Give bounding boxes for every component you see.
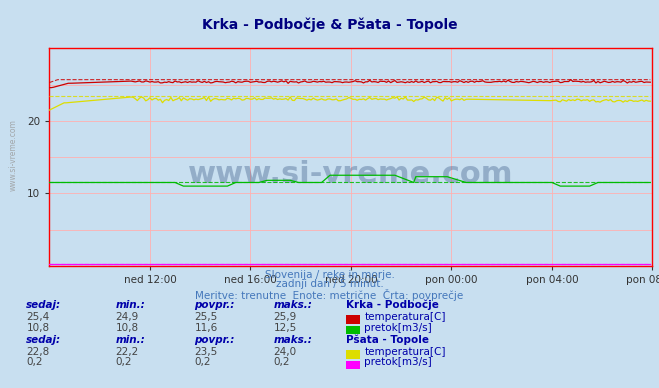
Text: www.si-vreme.com: www.si-vreme.com xyxy=(188,160,513,189)
Text: Krka - Podbočje & Pšata - Topole: Krka - Podbočje & Pšata - Topole xyxy=(202,17,457,32)
Text: maks.:: maks.: xyxy=(273,300,312,310)
Text: temperatura[C]: temperatura[C] xyxy=(364,347,446,357)
Text: sedaj:: sedaj: xyxy=(26,335,61,345)
Text: 24,0: 24,0 xyxy=(273,347,297,357)
Text: 0,2: 0,2 xyxy=(194,357,211,367)
Text: 25,9: 25,9 xyxy=(273,312,297,322)
Text: pretok[m3/s]: pretok[m3/s] xyxy=(364,322,432,333)
Text: Meritve: trenutne  Enote: metrične  Črta: povprečje: Meritve: trenutne Enote: metrične Črta: … xyxy=(195,289,464,301)
Text: 24,9: 24,9 xyxy=(115,312,138,322)
Text: Slovenija / reke in morje.: Slovenija / reke in morje. xyxy=(264,270,395,280)
Text: www.si-vreme.com: www.si-vreme.com xyxy=(9,119,18,191)
Text: 25,5: 25,5 xyxy=(194,312,217,322)
Text: 12,5: 12,5 xyxy=(273,322,297,333)
Text: 11,6: 11,6 xyxy=(194,322,217,333)
Text: 0,2: 0,2 xyxy=(26,357,43,367)
Text: Pšata - Topole: Pšata - Topole xyxy=(346,335,429,345)
Text: pretok[m3/s]: pretok[m3/s] xyxy=(364,357,432,367)
Text: min.:: min.: xyxy=(115,335,145,345)
Text: sedaj:: sedaj: xyxy=(26,300,61,310)
Text: povpr.:: povpr.: xyxy=(194,300,235,310)
Text: 23,5: 23,5 xyxy=(194,347,217,357)
Text: 10,8: 10,8 xyxy=(115,322,138,333)
Text: 0,2: 0,2 xyxy=(115,357,132,367)
Text: zadnji dan / 5 minut.: zadnji dan / 5 minut. xyxy=(275,279,384,289)
Text: 0,2: 0,2 xyxy=(273,357,290,367)
Text: 25,4: 25,4 xyxy=(26,312,49,322)
Text: Krka - Podbočje: Krka - Podbočje xyxy=(346,300,439,310)
Text: maks.:: maks.: xyxy=(273,335,312,345)
Text: temperatura[C]: temperatura[C] xyxy=(364,312,446,322)
Text: 10,8: 10,8 xyxy=(26,322,49,333)
Text: min.:: min.: xyxy=(115,300,145,310)
Text: 22,8: 22,8 xyxy=(26,347,49,357)
Text: povpr.:: povpr.: xyxy=(194,335,235,345)
Text: 22,2: 22,2 xyxy=(115,347,138,357)
